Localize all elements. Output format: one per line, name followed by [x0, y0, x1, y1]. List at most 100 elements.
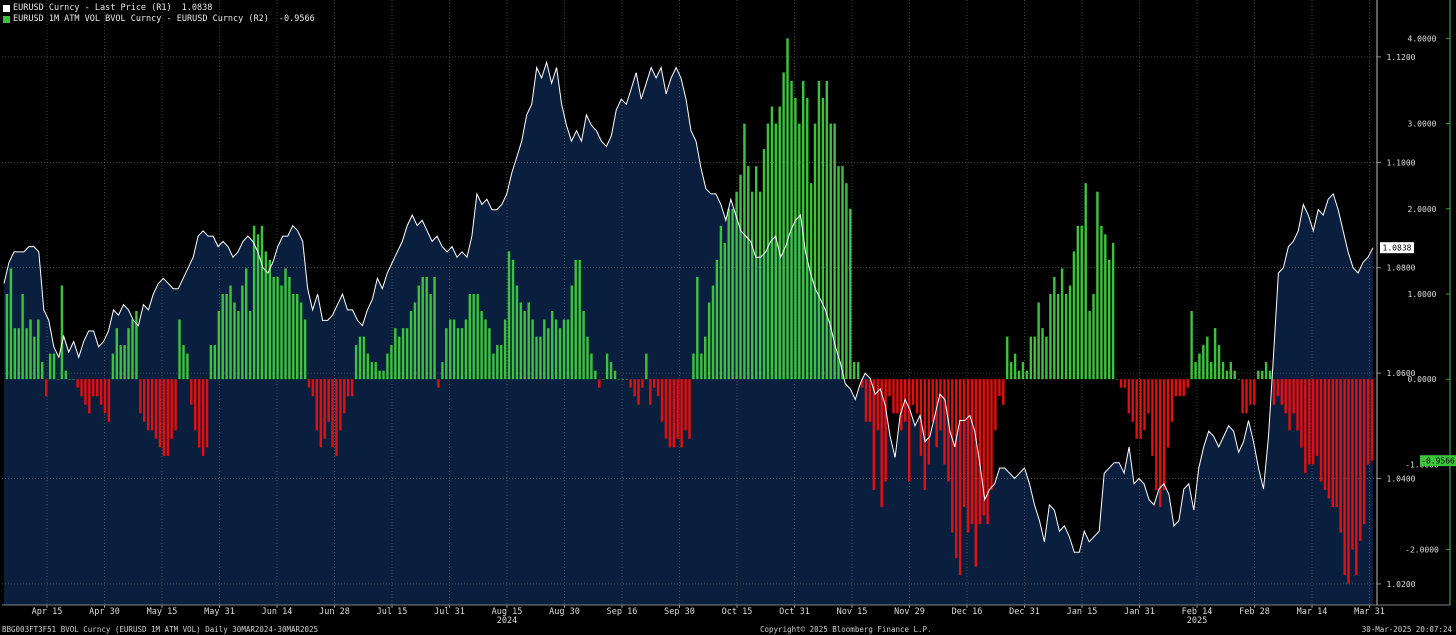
spread-bar — [429, 294, 432, 380]
spread-bar — [653, 379, 656, 388]
spread-bar — [284, 268, 287, 380]
spread-bar — [17, 328, 20, 380]
spread-bar — [837, 166, 840, 380]
x-tick-label: May 15 — [147, 607, 178, 617]
r2-tick-label: 4.0000 — [1408, 34, 1437, 43]
spread-bar — [190, 379, 193, 405]
spread-bar — [452, 319, 456, 380]
spread-bar — [770, 106, 774, 380]
spread-bar — [1257, 370, 1260, 380]
spread-bar — [649, 379, 652, 405]
spread-bar — [147, 379, 150, 431]
last-spread-marker — [1420, 455, 1456, 467]
footer-copyright: Copyright© 2025 Bloomberg Finance L.P. — [760, 625, 932, 634]
spread-bar — [1111, 242, 1115, 380]
r2-tick-label: 3.0000 — [1408, 120, 1437, 129]
spread-bar — [449, 319, 452, 380]
spread-bar — [1053, 276, 1056, 380]
spread-bar — [951, 379, 954, 533]
spread-bar — [1253, 379, 1256, 405]
spread-bar — [52, 353, 56, 380]
r1-tick-label: 1.1000 — [1387, 158, 1416, 167]
spread-bar — [1119, 379, 1123, 388]
spread-bar — [45, 379, 48, 397]
spread-bar — [578, 259, 581, 380]
spread-bar — [692, 353, 695, 380]
spread-bar — [80, 379, 83, 397]
footer-timestamp: 30-Mar-2025 20:07:24 — [1361, 625, 1452, 634]
spread-bar — [252, 225, 256, 380]
spread-bar — [637, 379, 640, 405]
spread-bar — [119, 345, 122, 380]
spread-bar — [264, 251, 268, 380]
x-tick-label: Nov 15 — [837, 607, 868, 617]
x-tick-label: Jul 15 — [377, 607, 408, 617]
price-line — [3, 60, 1374, 553]
spread-bar — [1363, 379, 1366, 525]
spread-bar — [696, 276, 699, 380]
spread-bar — [1194, 362, 1197, 380]
spread-bar — [911, 379, 915, 405]
spread-bar — [1104, 234, 1107, 380]
spread-bar — [1206, 336, 1209, 380]
spread-bar — [1202, 345, 1205, 380]
spread-bar — [523, 311, 526, 380]
spread-bar — [998, 379, 1001, 397]
spread-bar — [25, 328, 28, 380]
spread-bar — [174, 379, 177, 431]
spread-bar — [1323, 379, 1327, 490]
spread-bars-layer — [5, 38, 1374, 584]
spread-bar — [1100, 225, 1103, 380]
x-tick-label: Jun 14 — [262, 607, 293, 617]
r1-tick-label: 1.1200 — [1387, 53, 1416, 62]
spread-bar — [96, 379, 99, 397]
spread-bar — [307, 379, 311, 388]
price-area — [4, 62, 1373, 605]
spread-bar — [747, 166, 750, 380]
spread-bar — [1013, 353, 1017, 380]
spread-bar — [1331, 379, 1335, 507]
spread-bar — [990, 379, 993, 490]
spread-bar — [488, 328, 491, 380]
legend-label-price: EURUSD Curncy - Last Price (R1) — [13, 3, 172, 13]
spread-bar — [790, 81, 793, 380]
spread-bar — [1123, 379, 1127, 388]
spread-bar — [621, 379, 625, 380]
x-tick-label: Jun 28 — [319, 607, 350, 617]
spread-bar — [178, 319, 181, 380]
spread-bar — [56, 379, 60, 380]
spread-bar — [166, 379, 170, 456]
spread-bar — [527, 302, 530, 380]
x-tick-label: Aug 30 — [549, 607, 580, 617]
spread-bar — [115, 328, 119, 380]
spread-bar — [280, 285, 283, 380]
spread-bar — [892, 379, 895, 414]
spread-bar — [162, 379, 166, 456]
spread-bar — [1315, 379, 1319, 456]
spread-bar — [492, 353, 495, 380]
spread-bar — [476, 294, 479, 380]
spread-bar — [762, 149, 766, 380]
spread-bar — [1084, 183, 1087, 380]
x-tick-label: Dec 31 — [1009, 607, 1040, 617]
spread-bar — [1174, 379, 1178, 397]
spread-bar — [221, 294, 224, 380]
spread-bar — [1131, 379, 1134, 422]
spread-bar — [629, 379, 632, 388]
spread-bar — [613, 370, 617, 380]
spread-bar — [994, 379, 997, 431]
spread-bar — [1370, 379, 1374, 461]
spread-bar — [213, 345, 217, 380]
spread-bar — [1135, 379, 1138, 439]
legend-value-spread: -0.9566 — [278, 14, 315, 24]
spread-bar — [76, 379, 79, 388]
spread-bar — [72, 379, 75, 380]
spread-bar — [766, 123, 770, 380]
spread-bar — [1006, 336, 1009, 380]
spread-bar — [1080, 225, 1083, 380]
spread-bar — [680, 379, 683, 448]
spread-bar — [1092, 294, 1095, 380]
spread-bar — [688, 379, 691, 439]
x-tick-label: Feb 14 — [1182, 607, 1213, 617]
